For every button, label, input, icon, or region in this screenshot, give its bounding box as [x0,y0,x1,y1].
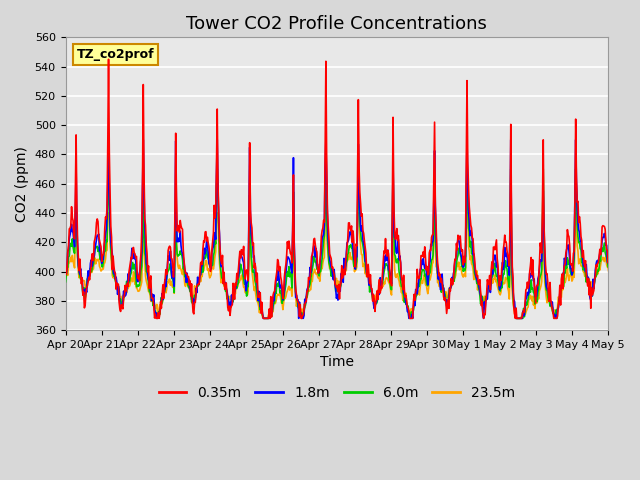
Legend: 0.35m, 1.8m, 6.0m, 23.5m: 0.35m, 1.8m, 6.0m, 23.5m [153,380,521,405]
X-axis label: Time: Time [320,355,354,369]
Title: Tower CO2 Profile Concentrations: Tower CO2 Profile Concentrations [186,15,487,33]
Y-axis label: CO2 (ppm): CO2 (ppm) [15,146,29,222]
Text: TZ_co2prof: TZ_co2prof [76,48,154,61]
